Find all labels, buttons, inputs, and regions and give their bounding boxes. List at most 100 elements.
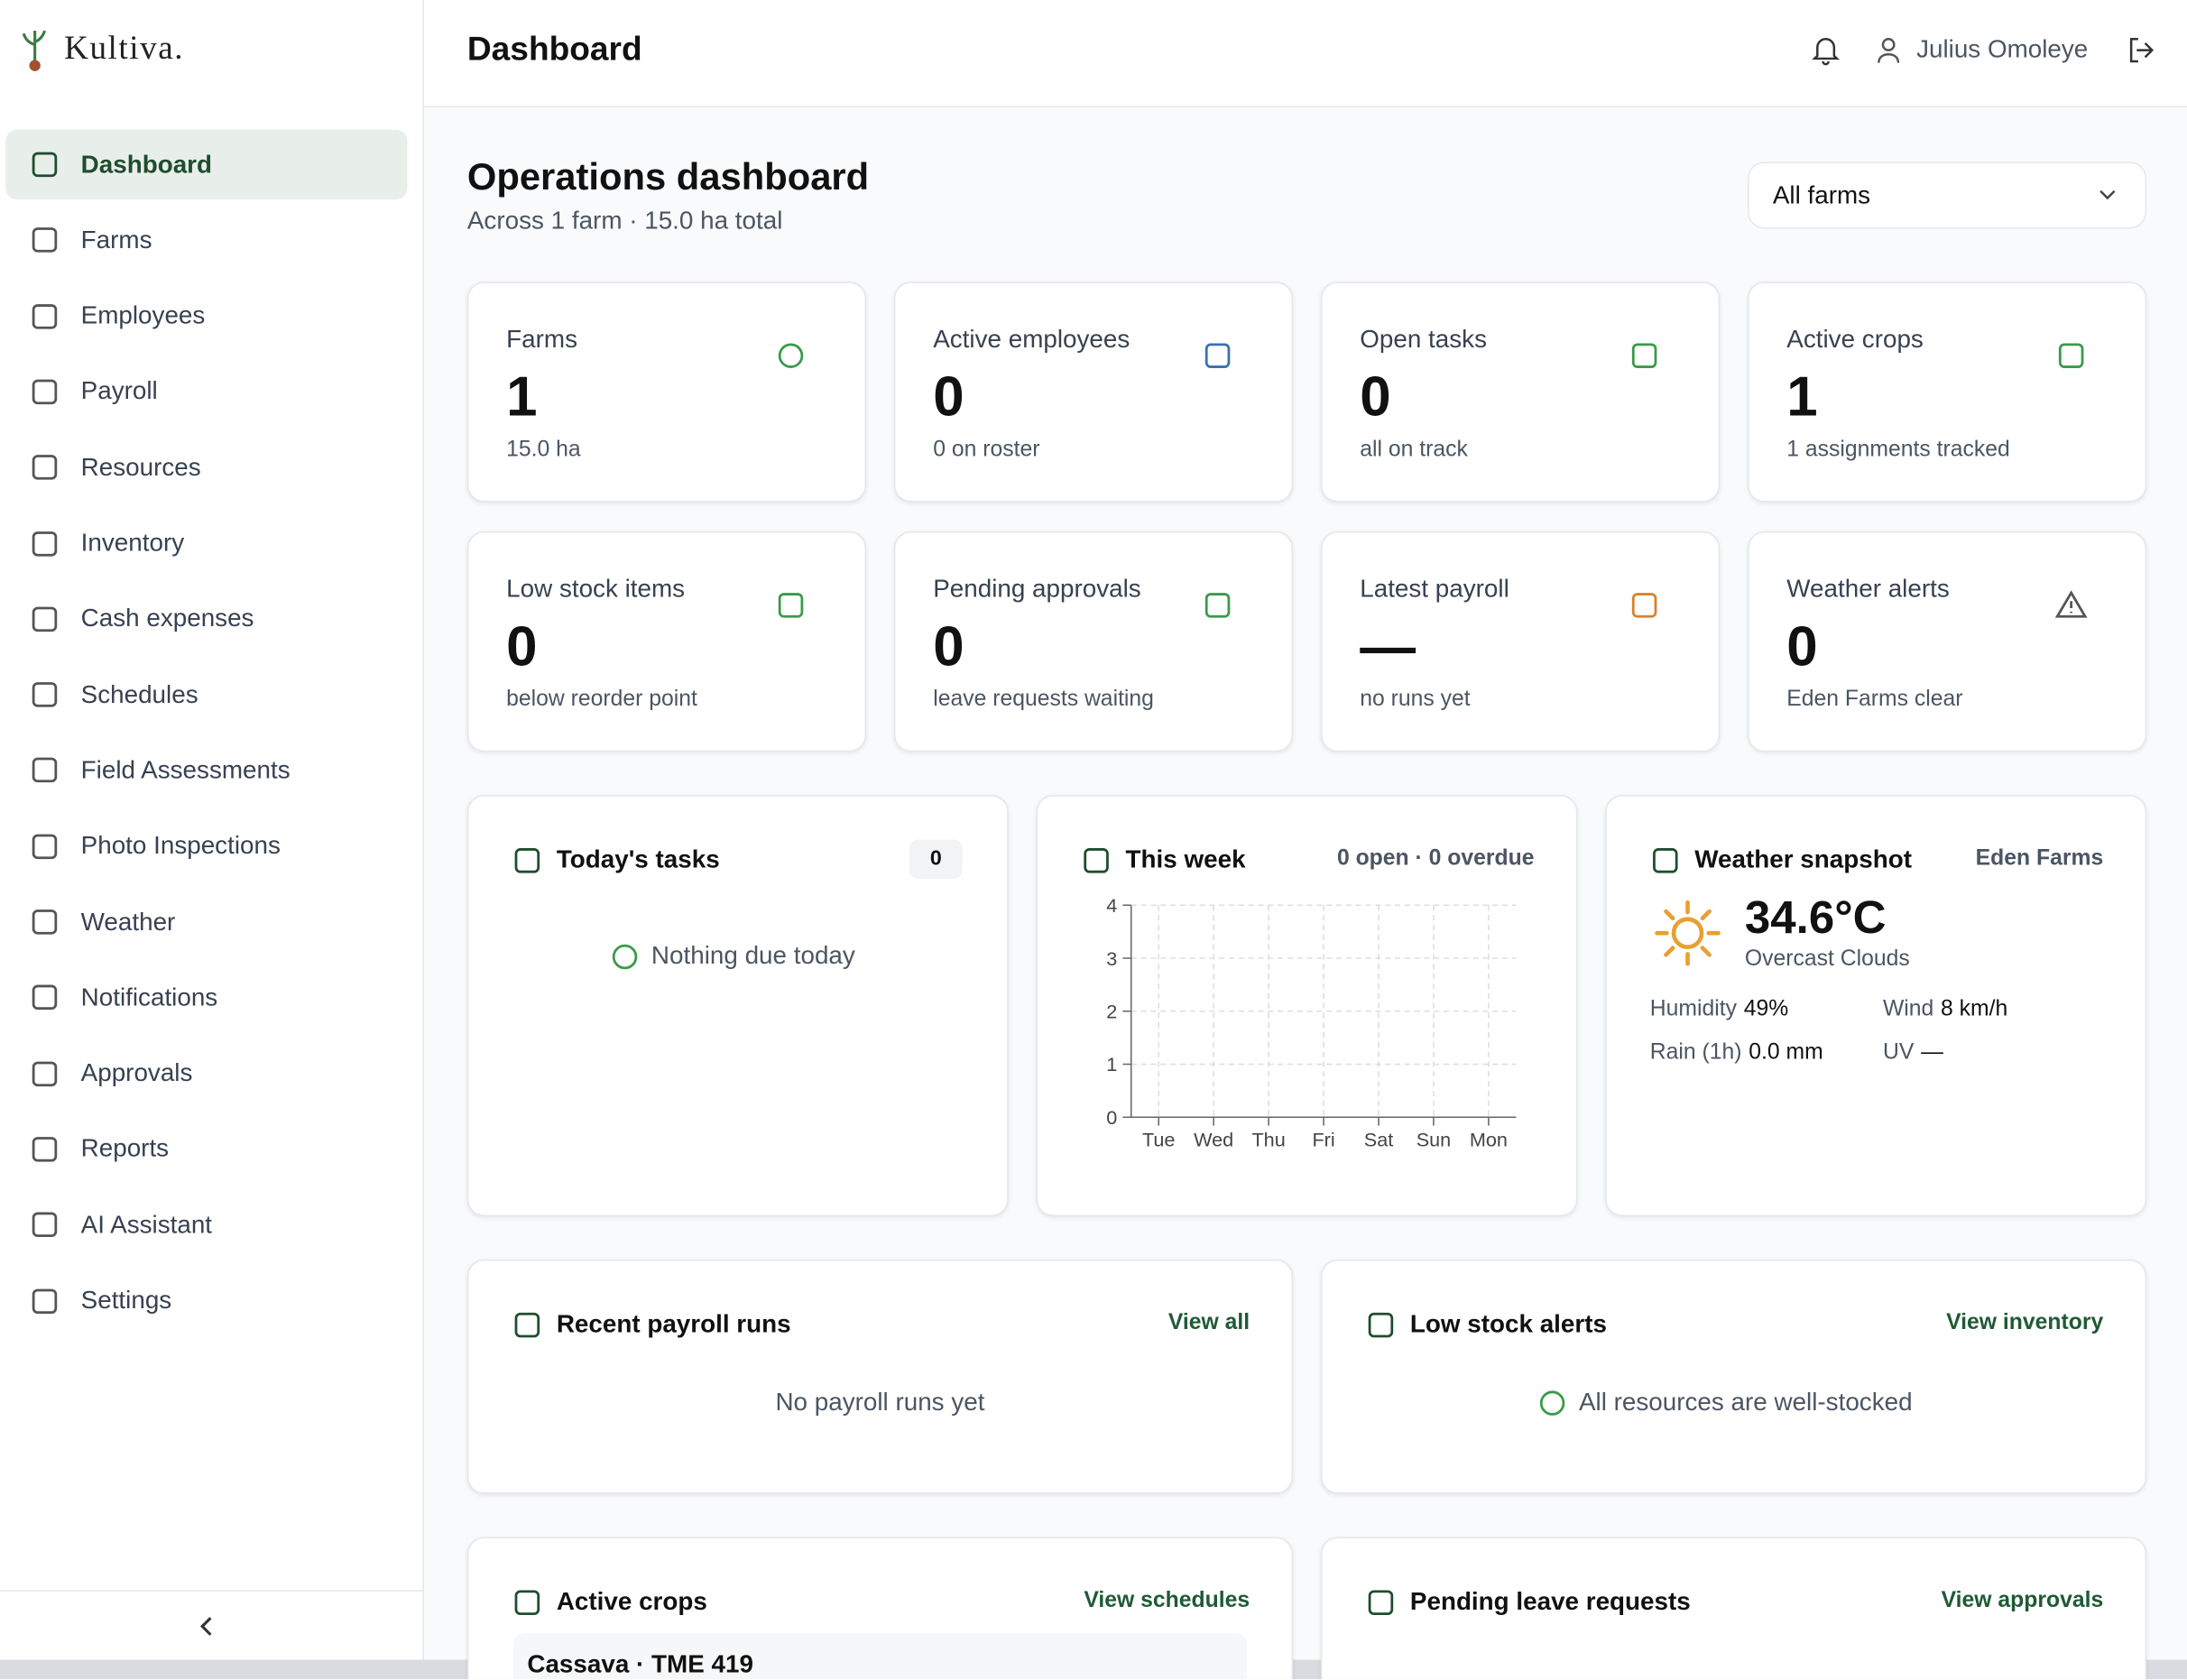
stat-label: Farms <box>506 325 578 354</box>
view-schedules-link[interactable]: View schedules <box>1084 1588 1250 1613</box>
stat-value: 0 <box>1360 366 1391 429</box>
icon-shape <box>612 944 638 970</box>
icon <box>778 343 804 368</box>
view-all-link[interactable]: View all <box>1167 1311 1250 1335</box>
detail-value: — <box>1921 1040 1943 1065</box>
nav-item[interactable]: Photo Inspections <box>5 811 407 881</box>
icon-shape <box>1204 343 1231 368</box>
icon <box>32 682 58 707</box>
user-name[interactable]: Julius Omoleye <box>1916 34 2089 63</box>
stat-value: 0 <box>506 616 538 678</box>
icon <box>514 1312 540 1338</box>
icon-shape <box>1539 1390 1565 1416</box>
nav-item[interactable]: Notifications <box>5 963 407 1032</box>
view-inventory-link[interactable]: View inventory <box>1946 1311 2104 1335</box>
icon-shape <box>32 531 58 556</box>
nav-item[interactable]: Employees <box>5 282 407 351</box>
icon <box>32 531 58 556</box>
brand: Kultiva. <box>64 31 185 68</box>
bell-icon[interactable] <box>1812 35 1840 66</box>
icon <box>1368 1312 1394 1338</box>
weather-temp: 34.6°C <box>1744 891 1887 944</box>
icon <box>32 227 58 254</box>
y-tick-label: 4 <box>1106 894 1117 917</box>
payroll-panel: Recent payroll runs View all No payroll ru… <box>466 1259 1294 1494</box>
icon <box>32 1288 58 1314</box>
icon <box>32 303 58 329</box>
stat-note: 15.0 ha <box>506 438 581 462</box>
stat-value: 1 <box>506 366 538 429</box>
nav-label: Notifications <box>80 983 218 1011</box>
nav-item[interactable]: Approvals <box>5 1038 407 1108</box>
nav-item[interactable]: Cash expenses <box>5 584 407 653</box>
detail-label: Humidity <box>1649 997 1738 1021</box>
nav-item[interactable]: Resources <box>5 433 407 503</box>
week-chart: 0 1 2 3 4 Tue Wed Thu Fri Sat Sun Mon <box>1106 894 1517 1151</box>
farm-select[interactable]: All farms <box>1748 162 2147 229</box>
week-panel: This week 0 open · 0 overdue 0 1 2 3 4 Tue Wed Th… <box>1036 795 1578 1217</box>
icon-shape <box>1631 343 1657 368</box>
nav-item[interactable]: Schedules <box>5 660 407 729</box>
task-count: 0 <box>909 839 963 879</box>
nav-item[interactable]: Field Assessments <box>5 735 407 805</box>
icon <box>1631 343 1657 368</box>
nav-item[interactable]: Inventory <box>5 508 407 577</box>
panel-title: Active crops <box>556 1587 707 1616</box>
stat-label: Latest payroll <box>1360 574 1509 603</box>
stat-value: 0 <box>933 616 964 678</box>
nav-item[interactable]: Weather <box>5 887 407 956</box>
stat-label: Open tasks <box>1360 325 1488 354</box>
icon-shape <box>1653 848 1678 873</box>
nav-label: Schedules <box>80 679 198 708</box>
x-tick-label: Sat <box>1364 1129 1393 1151</box>
nav-item[interactable]: Payroll <box>5 357 407 427</box>
icon-shape <box>514 1312 540 1338</box>
nav-item[interactable]: AI Assistant <box>5 1190 407 1260</box>
icon <box>612 944 638 970</box>
stat-label: Active crops <box>1786 325 1924 354</box>
icon <box>32 834 58 859</box>
nav-label: Field Assessments <box>80 755 291 784</box>
icon <box>2054 590 2088 618</box>
sun-ray <box>1700 946 1712 957</box>
icon-shape <box>32 1288 58 1314</box>
stat-value: 0 <box>933 366 964 429</box>
collapse-button[interactable] <box>195 1612 217 1640</box>
stat-label: Active employees <box>933 325 1130 354</box>
icon-shape <box>2054 590 2088 618</box>
stat-label: Pending approvals <box>933 574 1141 603</box>
weather-panel: Weather snapshot Eden Farms 34.6°C Overcast… <box>1605 795 2147 1217</box>
nav-item[interactable]: Settings <box>5 1266 407 1335</box>
nav-item[interactable]: Dashboard <box>5 129 408 200</box>
stat-card: Farms 1 15.0 ha <box>466 282 867 503</box>
detail-value: 0.0 mm <box>1749 1040 1823 1065</box>
logout-icon[interactable] <box>2126 35 2156 66</box>
icon-shape <box>2058 343 2084 368</box>
stat-label: Low stock items <box>506 574 686 603</box>
nav-item[interactable]: Farms <box>5 206 407 275</box>
x-tick-label: Thu <box>1251 1129 1285 1151</box>
nav-label: Resources <box>80 452 201 481</box>
icon <box>2058 343 2084 368</box>
y-tick-label: 1 <box>1106 1053 1117 1075</box>
icon <box>32 152 58 178</box>
icon <box>1653 848 1678 873</box>
icon <box>32 909 58 935</box>
tasks-panel: Today's tasks 0 Nothing due today <box>466 795 1009 1217</box>
stat-note: 0 on roster <box>933 438 1040 462</box>
nav-item[interactable]: Reports <box>5 1114 407 1184</box>
panel-title: Today's tasks <box>556 845 720 873</box>
icon <box>32 379 58 404</box>
weather-detail: Wind 8 km/h <box>1883 997 2007 1022</box>
stat-label: Weather alerts <box>1786 574 1950 603</box>
icon <box>32 606 58 632</box>
x-tick-label: Fri <box>1312 1129 1334 1151</box>
page-title: Operations dashboard <box>466 156 870 198</box>
icon <box>32 455 58 480</box>
y-tick-label: 0 <box>1106 1106 1117 1129</box>
stat-note: Eden Farms clear <box>1786 688 1963 712</box>
icon-shape <box>32 1060 58 1086</box>
icon-shape <box>1204 593 1231 618</box>
view-approvals-link[interactable]: View approvals <box>1941 1588 2104 1613</box>
